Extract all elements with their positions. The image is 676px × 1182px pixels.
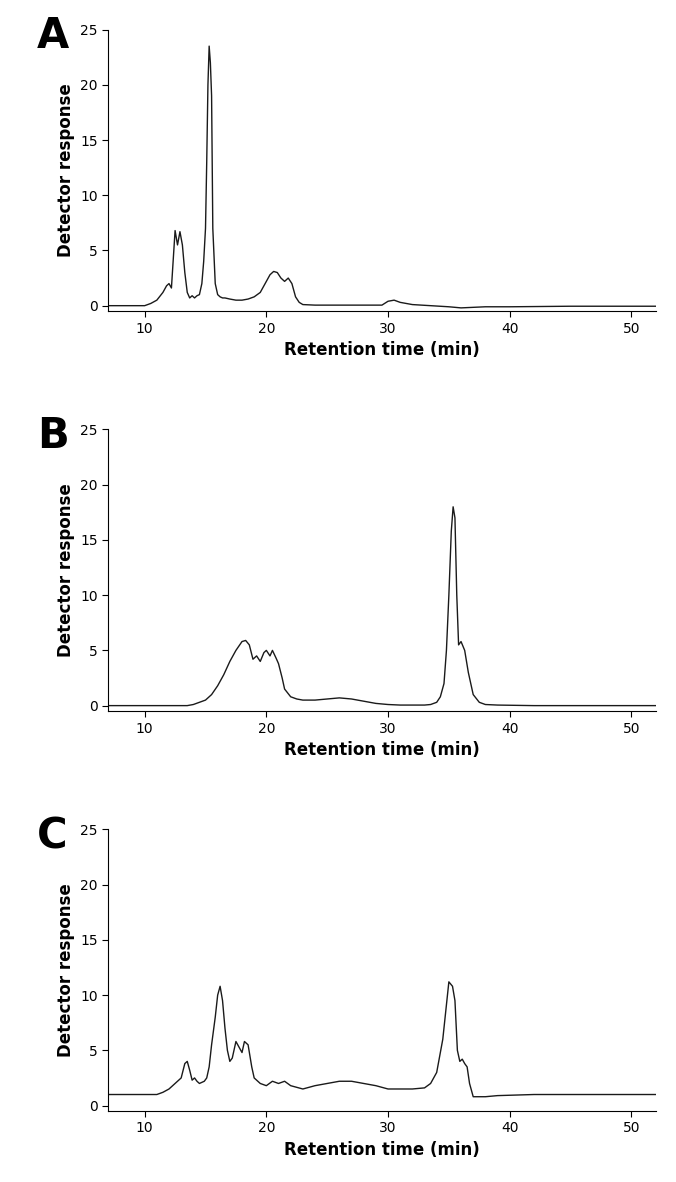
X-axis label: Retention time (min): Retention time (min) xyxy=(284,741,480,759)
Text: C: C xyxy=(37,816,68,857)
Y-axis label: Detector response: Detector response xyxy=(57,883,74,1057)
X-axis label: Retention time (min): Retention time (min) xyxy=(284,342,480,359)
X-axis label: Retention time (min): Retention time (min) xyxy=(284,1141,480,1160)
Text: B: B xyxy=(37,415,69,457)
Text: A: A xyxy=(37,15,69,58)
Y-axis label: Detector response: Detector response xyxy=(57,84,74,258)
Y-axis label: Detector response: Detector response xyxy=(57,483,74,657)
